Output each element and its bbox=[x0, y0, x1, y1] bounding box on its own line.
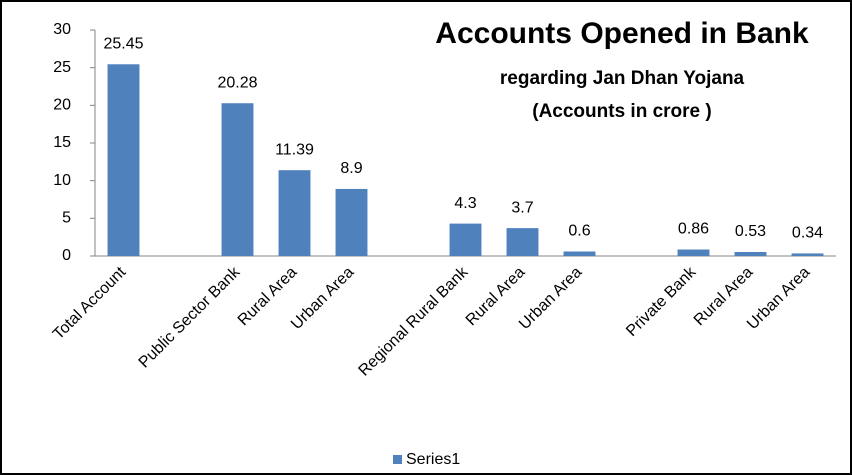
y-tick-label: 10 bbox=[53, 172, 71, 189]
bar bbox=[734, 252, 767, 256]
chart-title: Accounts Opened in Bank bbox=[435, 17, 809, 50]
bar bbox=[335, 188, 368, 256]
y-tick-label: 0 bbox=[62, 247, 71, 264]
bar bbox=[278, 170, 311, 256]
data-label: 0.6 bbox=[568, 223, 590, 240]
legend-swatch bbox=[393, 455, 402, 464]
y-tick-label: 20 bbox=[53, 97, 71, 114]
data-label: 3.7 bbox=[511, 199, 533, 216]
bar bbox=[791, 253, 824, 256]
data-label: 20.28 bbox=[217, 74, 257, 91]
data-label: 0.86 bbox=[678, 221, 709, 238]
bar bbox=[563, 251, 596, 256]
y-tick-label: 15 bbox=[53, 134, 71, 151]
bar bbox=[506, 228, 539, 256]
y-tick-label: 5 bbox=[62, 210, 71, 227]
bar bbox=[449, 223, 482, 256]
y-tick-label: 25 bbox=[53, 59, 71, 76]
bar bbox=[107, 64, 140, 256]
data-label: 0.34 bbox=[792, 225, 823, 242]
data-label: 11.39 bbox=[275, 141, 314, 158]
data-label: 25.45 bbox=[103, 35, 143, 52]
data-label: 0.53 bbox=[735, 223, 766, 240]
chart-subtitle: regarding Jan Dhan Yojana bbox=[500, 68, 745, 89]
data-label: 8.9 bbox=[340, 160, 362, 177]
data-label: 4.3 bbox=[454, 195, 476, 212]
bar bbox=[677, 249, 710, 256]
y-tick-label: 30 bbox=[53, 21, 71, 38]
bar bbox=[221, 103, 254, 256]
legend-label: Series1 bbox=[406, 451, 460, 468]
chart-subtitle: (Accounts in crore ) bbox=[532, 101, 711, 122]
